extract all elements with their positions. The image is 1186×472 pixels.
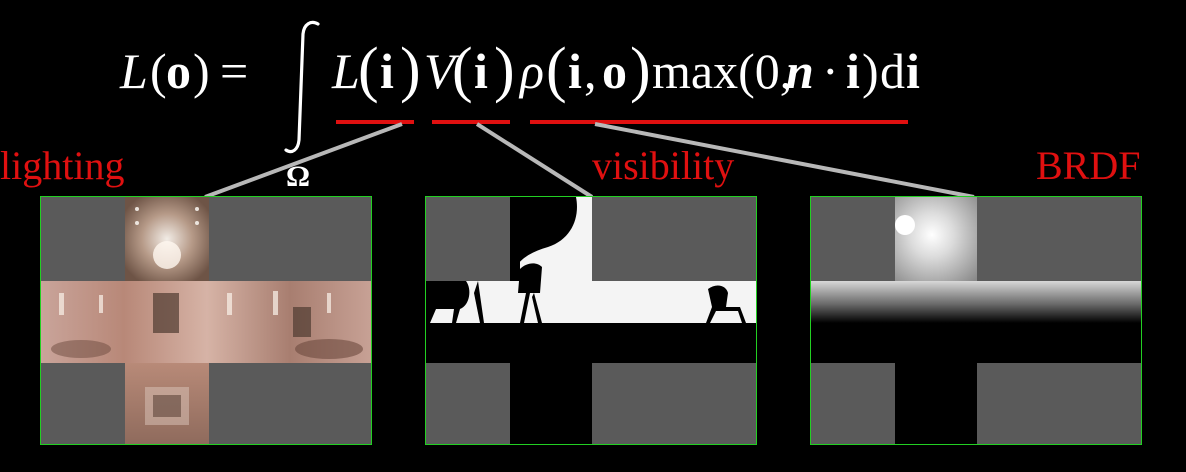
- brdf-horizon-strip: [811, 281, 1141, 323]
- cube-face-top-left: [811, 197, 895, 281]
- cube-face-top-right: [209, 197, 371, 281]
- brdf-open-paren: (: [546, 36, 567, 104]
- env-dome-light: [153, 241, 181, 269]
- label-lighting: lighting: [0, 143, 125, 188]
- brdf-lobe-top: [895, 197, 977, 281]
- occluder-chair-left: [426, 281, 470, 323]
- cube-face-bottom-right: [592, 363, 756, 444]
- lighting-arg: i: [380, 43, 394, 99]
- integral-domain: Ω: [286, 160, 310, 190]
- cosine-dot: ·: [822, 43, 839, 99]
- cube-face-bottom-left: [811, 363, 895, 444]
- occluder-chair-right: [706, 285, 746, 323]
- brdf-cubemap: [811, 197, 1141, 444]
- brdf-function: ρ: [518, 43, 544, 99]
- equation-equals: =: [220, 43, 248, 99]
- integral-sign: [284, 20, 320, 154]
- occluder-chair-center: [518, 263, 542, 323]
- cube-face-bottom-left: [426, 363, 510, 444]
- brdf-arg-sep: ,: [584, 43, 597, 99]
- brdf-panel: [810, 196, 1142, 445]
- occluded-floor: [426, 323, 756, 363]
- brdf-close-paren: ): [630, 36, 651, 104]
- cosine-term: max(0,: [652, 43, 792, 99]
- cosine-close: ): [862, 43, 879, 99]
- visibility-close-paren: ): [494, 36, 515, 104]
- visible-horizon: [426, 281, 756, 323]
- rendering-equation: L ( o ) = Ω L ( i ) V ( i ) ρ ( i , o ): [119, 20, 920, 190]
- cosine-normal: n: [786, 43, 814, 99]
- cube-face-bottom-right: [209, 363, 371, 444]
- lighting-close-paren: ): [400, 36, 421, 104]
- cube-face-bottom-left: [41, 363, 125, 444]
- visibility-function: V: [424, 43, 460, 99]
- cube-face-top-right: [592, 197, 756, 281]
- equation-lhs-close-paren: ): [193, 43, 210, 99]
- cosine-i: i: [846, 43, 860, 99]
- lighting-panel: [40, 196, 372, 445]
- occluder-lamp: [510, 197, 577, 267]
- visibility-cubemap: [426, 197, 756, 444]
- brdf-highlight: [895, 215, 915, 235]
- env-floor-pattern-right: [295, 339, 363, 359]
- equation-lhs-arg: o: [166, 43, 191, 99]
- visibility-open-paren: (: [452, 36, 473, 104]
- differential-d: d: [880, 43, 905, 99]
- lighting-function: L: [331, 43, 360, 99]
- visibility-panel: [425, 196, 757, 445]
- cube-face-top-left: [41, 197, 125, 281]
- lighting-open-paren: (: [358, 36, 379, 104]
- brdf-arg-i: i: [568, 43, 582, 99]
- env-floor-pattern-left: [51, 340, 111, 358]
- equation-lhs: L: [119, 43, 148, 99]
- differential-i: i: [906, 43, 920, 99]
- lighting-cubemap: [41, 197, 371, 444]
- brdf-arg-o: o: [602, 43, 627, 99]
- equation-lhs-open-paren: (: [150, 43, 167, 99]
- cube-face-top-right: [977, 197, 1141, 281]
- cube-face-bottom-right: [977, 363, 1141, 444]
- label-visibility: visibility: [592, 143, 735, 188]
- brdf-below-horizon: [811, 323, 1141, 363]
- cube-face-top-left: [426, 197, 510, 281]
- visibility-arg: i: [474, 43, 488, 99]
- label-brdf: BRDF: [1036, 143, 1141, 188]
